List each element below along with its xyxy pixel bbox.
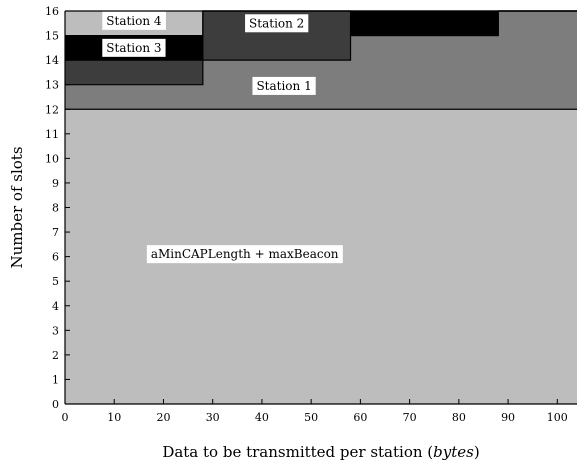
y-tick-label: 3 [52, 324, 59, 337]
y-axis-label: Number of slots [8, 146, 26, 268]
station-2-label-text: Station 2 [249, 16, 304, 30]
x-tick-label: 80 [452, 411, 466, 424]
y-tick-label: 4 [52, 300, 59, 313]
x-tick-label: 50 [304, 411, 318, 424]
station-4-band [65, 11, 577, 36]
y-tick-label: 13 [45, 79, 59, 92]
y-tick-label: 1 [52, 373, 59, 386]
x-tick-label: 90 [501, 411, 515, 424]
base-region-label-text: aMinCAPLength + maxBeacon [151, 247, 339, 261]
station-2-boundary-line [65, 10, 577, 61]
y-tick-label: 6 [52, 251, 59, 264]
x-tick-label: 70 [403, 411, 417, 424]
station-3-band [65, 11, 577, 61]
station-1-label-text: Station 1 [256, 79, 311, 93]
region-labels: aMinCAPLength + maxBeacon Station 1 Statio… [102, 11, 343, 264]
y-tick-label: 10 [45, 152, 59, 165]
y-tick-label: 8 [52, 202, 59, 215]
y-tick-label: 12 [45, 103, 59, 116]
y-tick-label: 9 [52, 177, 59, 190]
x-tick-label: 0 [62, 411, 69, 424]
station-2-label: Station 2 [245, 14, 309, 33]
y-tick-label: 16 [45, 5, 59, 18]
station-3-label-box [102, 38, 166, 57]
base-region-label: aMinCAPLength + maxBeacon [146, 245, 343, 264]
y-tick-label: 2 [52, 349, 59, 362]
x-tick-label: 60 [353, 411, 367, 424]
y-tick-label: 15 [45, 30, 59, 43]
station-1-label: Station 1 [252, 76, 316, 95]
y-tick-label: 11 [45, 128, 59, 141]
axes: 0 10 20 30 40 50 60 70 80 90 100012345678910111213… [45, 5, 577, 424]
x-tick-label: 100 [547, 411, 568, 424]
x-tick-label: 30 [206, 411, 220, 424]
x-axis-label: Data to be transmitted per station (byte… [162, 443, 479, 461]
y-tick-label: 5 [52, 275, 59, 288]
y-tick-label: 7 [52, 226, 59, 239]
x-tick-label: 20 [156, 411, 170, 424]
base-region-label-box [146, 245, 343, 264]
station-2-label-box [245, 14, 309, 33]
step-boundaries [65, 10, 577, 110]
y-tick-label: 14 [45, 54, 59, 67]
station-4-label-box [102, 11, 166, 30]
x-tick-label: 40 [255, 411, 269, 424]
station-2-band [65, 11, 577, 85]
station-3-label: Station 3 [102, 38, 166, 57]
station-1-label-box [252, 76, 316, 95]
station-3-label-text: Station 3 [106, 41, 161, 55]
x-tick-label: 10 [107, 411, 121, 424]
station-4-label-text: Station 4 [106, 14, 162, 28]
plot-area [65, 11, 577, 404]
station-4-label: Station 4 [102, 11, 166, 30]
y-tick-label: 0 [52, 398, 59, 411]
